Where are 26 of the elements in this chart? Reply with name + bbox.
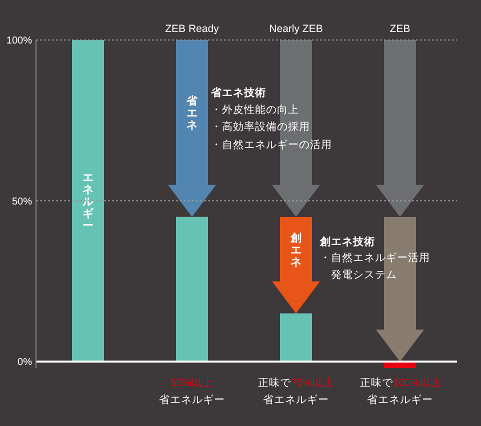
bar <box>280 313 312 362</box>
annotation: 省エネ技術 <box>211 86 266 100</box>
annotation: ・自然エネルギーの活用 <box>211 138 332 152</box>
annotation: ・自然エネルギー活用発電システム <box>320 250 431 282</box>
x-tick-label: ZEB Ready <box>165 23 220 35</box>
text: 正味で <box>258 376 291 390</box>
y-tick-label: 100% <box>6 36 32 47</box>
text: 75%以上 <box>291 376 334 390</box>
y-tick-label: 0% <box>18 357 32 368</box>
bar <box>176 216 208 362</box>
text: 正味で <box>360 376 393 390</box>
annotation: ・高効率設備の採用 <box>211 120 310 134</box>
series-label: 省エネ <box>186 94 198 132</box>
x-tick-label: ZEB <box>390 23 410 35</box>
series-label: エネルギー <box>82 172 94 232</box>
text: 省エネルギー <box>263 393 329 407</box>
y-tick-label: 50% <box>12 196 32 208</box>
annotation: ・外皮性能の向上 <box>211 103 299 117</box>
bar <box>72 40 104 362</box>
text: 100%以上 <box>393 376 442 390</box>
annotation: 創エネ技術 <box>320 235 375 249</box>
text: 省エネルギー <box>367 393 433 407</box>
x-tick-label: Nearly ZEB <box>269 23 323 35</box>
text: 50%以上 <box>170 376 214 390</box>
series-label: 創エネ <box>290 231 302 268</box>
text: 省エネルギー <box>159 393 225 407</box>
